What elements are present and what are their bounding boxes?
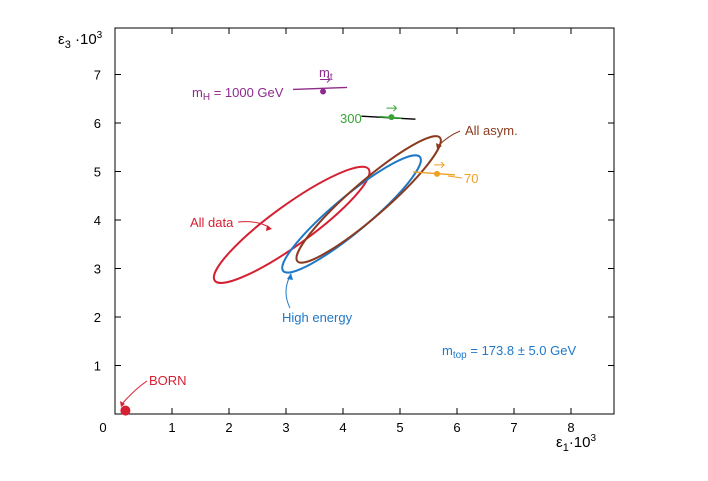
leader-high-energy-head [287, 273, 293, 280]
y-tick-label-1: 1 [94, 359, 101, 374]
leader-all-data [237, 221, 271, 229]
mt-arrow-orange [434, 161, 445, 169]
y-axis-label: ε3 ·103 [58, 30, 103, 51]
y-tick-label-5: 5 [94, 165, 101, 180]
label-mtop: mtop = 173.8 ± 5.0 GeV [442, 343, 576, 361]
mh-1000-segment [293, 86, 348, 91]
y-tick-label-7: 7 [94, 68, 101, 83]
x-tick-label-2: 2 [225, 420, 232, 435]
mh-1000-point [320, 88, 327, 95]
leader-born [121, 380, 148, 405]
mh-70-point [434, 170, 441, 177]
x-tick-label-8: 8 [567, 420, 574, 435]
x-tick-label-5: 5 [396, 420, 403, 435]
leader-born-head [120, 401, 125, 407]
ellipses [212, 135, 442, 284]
annotations [120, 130, 463, 416]
plot-border [114, 27, 615, 415]
label-70: 70 [464, 171, 478, 186]
x-axis-label: ε1·103 [556, 433, 597, 454]
label-all-asym: All asym. [465, 123, 518, 138]
mh-label: mH = 1000 GeV [192, 85, 284, 103]
leader-all-asym [437, 130, 461, 147]
leader-high-energy [285, 275, 291, 309]
leader-all-data-head [266, 225, 272, 231]
mt-arrow-label: mt [319, 65, 333, 83]
leader-all-asym-head [436, 143, 442, 149]
x-tick-label-1: 1 [168, 420, 175, 435]
plot-frame [114, 27, 615, 415]
higgs-mass-line [293, 76, 456, 177]
label-300: 300 [340, 111, 362, 126]
label-high-energy: High energy [282, 310, 353, 325]
axis-ticks: 0 1 2 3 4 5 6 7 8 1 2 3 4 5 6 7 [94, 28, 614, 435]
x-tick-label-0: 0 [99, 420, 106, 435]
x-tick-label-4: 4 [339, 420, 346, 435]
ellipse-all-asym [295, 135, 442, 264]
y-tick-label-3: 3 [94, 262, 101, 277]
mh-70-segment [413, 171, 456, 176]
label-born: BORN [149, 373, 187, 388]
mt-arrow-purple [320, 76, 331, 83]
y-tick-label-4: 4 [94, 213, 101, 228]
leader-70 [447, 175, 463, 179]
y-tick-label-2: 2 [94, 310, 101, 325]
label-all-data: All data [190, 215, 234, 230]
x-tick-label-7: 7 [510, 420, 517, 435]
x-tick-label-3: 3 [282, 420, 289, 435]
born-point [120, 405, 131, 416]
y-tick-label-6: 6 [94, 116, 101, 131]
mh-300-point [388, 114, 395, 121]
x-tick-label-6: 6 [453, 420, 460, 435]
mt-arrow-green [386, 104, 398, 112]
ellipse-high-energy [281, 154, 422, 274]
